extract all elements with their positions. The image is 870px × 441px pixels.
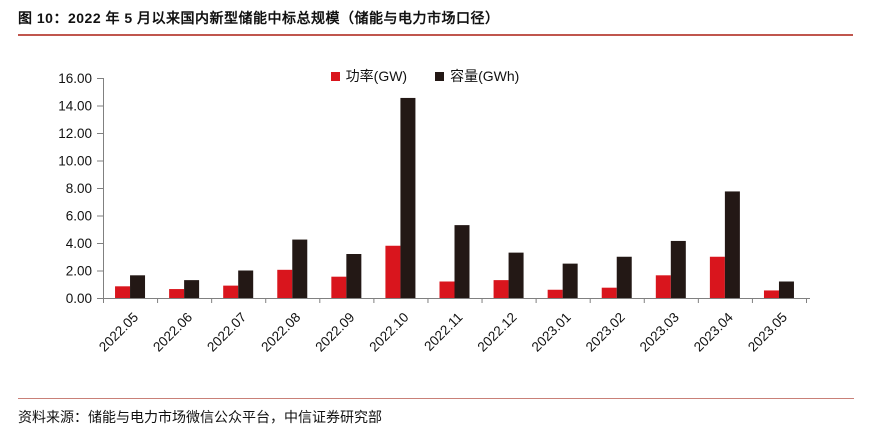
legend-label-capacity: 容量(GWh) bbox=[450, 68, 520, 84]
bar-power-2022.05 bbox=[115, 286, 131, 298]
bar-capacity-2022.06 bbox=[184, 280, 200, 298]
y-tick-label: 0.00 bbox=[66, 291, 92, 306]
bar-power-2023.03 bbox=[655, 275, 671, 298]
y-tick-label: 2.00 bbox=[66, 264, 92, 279]
bar-capacity-2023.01 bbox=[562, 263, 578, 298]
bar-capacity-2022.12 bbox=[508, 252, 524, 298]
legend-item-capacity: 容量(GWh) bbox=[435, 66, 519, 86]
x-tick-label: 2022.05 bbox=[96, 310, 141, 355]
bar-capacity-2022.05 bbox=[130, 275, 146, 298]
source-note: 资料来源：储能与电力市场微信公众平台，中信证券研究部 bbox=[18, 398, 854, 427]
bar-capacity-2023.04 bbox=[724, 191, 740, 298]
chart-area: 0.00 2.00 4.00 6.00 8.00 10.00 12.00 14.00 16.00… bbox=[0, 50, 870, 375]
bar-capacity-2023.05 bbox=[778, 281, 794, 298]
bar-power-2022.10 bbox=[385, 245, 401, 298]
x-tick-label: 2023.02 bbox=[583, 310, 628, 355]
bar-capacity-2022.09 bbox=[346, 254, 362, 298]
legend-label-power: 功率(GW) bbox=[345, 68, 408, 84]
x-tick-label: 2023.04 bbox=[691, 309, 736, 354]
bar-capacity-2023.02 bbox=[616, 256, 632, 298]
y-tick-label: 4.00 bbox=[66, 236, 92, 251]
y-tick-label: 16.00 bbox=[58, 71, 92, 86]
x-tick-label: 2023.01 bbox=[529, 310, 574, 355]
legend-swatch-capacity-icon bbox=[435, 71, 445, 81]
bar-capacity-2022.08 bbox=[292, 239, 308, 298]
legend-item-power: 功率(GW) bbox=[330, 66, 408, 86]
bar-power-2023.02 bbox=[601, 287, 617, 298]
bar-power-2022.06 bbox=[169, 289, 185, 298]
x-tick-label: 2022.10 bbox=[366, 310, 411, 355]
x-tick-label: 2022.12 bbox=[475, 310, 520, 355]
y-tick-label: 6.00 bbox=[66, 209, 92, 224]
bar-power-2022.07 bbox=[223, 285, 239, 298]
bar-power-2023.04 bbox=[709, 256, 725, 298]
bar-power-2022.12 bbox=[493, 280, 509, 298]
bar-power-2022.08 bbox=[277, 269, 293, 298]
figure-title: 图 10：2022 年 5 月以来国内新型储能中标总规模（储能与电力市场口径） bbox=[18, 8, 853, 36]
x-tick-label: 2022.11 bbox=[421, 310, 465, 354]
bar-capacity-2022.11 bbox=[454, 225, 470, 298]
x-tick-label: 2022.09 bbox=[312, 310, 357, 355]
y-tick-label: 14.00 bbox=[58, 99, 92, 114]
bar-power-2022.09 bbox=[331, 276, 347, 298]
bar-capacity-2023.03 bbox=[670, 240, 686, 298]
y-tick-label: 12.00 bbox=[58, 126, 92, 141]
chart-svg: 0.00 2.00 4.00 6.00 8.00 10.00 12.00 14.00 16.00… bbox=[58, 71, 810, 355]
bar-power-2023.01 bbox=[547, 289, 563, 298]
bar-power-2022.11 bbox=[439, 281, 455, 298]
bar-power-2023.05 bbox=[763, 290, 779, 298]
x-tick-label: 2022.06 bbox=[150, 310, 195, 355]
x-tick-label: 2022.08 bbox=[258, 310, 303, 355]
chart-legend: 功率(GW) 容量(GWh) bbox=[0, 66, 850, 86]
y-tick-label: 10.00 bbox=[58, 154, 92, 169]
bar-capacity-2022.07 bbox=[238, 270, 254, 298]
x-tick-label: 2023.05 bbox=[745, 310, 790, 355]
x-tick-label: 2022.07 bbox=[204, 310, 249, 355]
x-tick-label: 2023.03 bbox=[637, 310, 682, 355]
bar-capacity-2022.10 bbox=[400, 97, 416, 298]
legend-swatch-power-icon bbox=[330, 71, 340, 81]
y-tick-label: 8.00 bbox=[66, 181, 92, 196]
